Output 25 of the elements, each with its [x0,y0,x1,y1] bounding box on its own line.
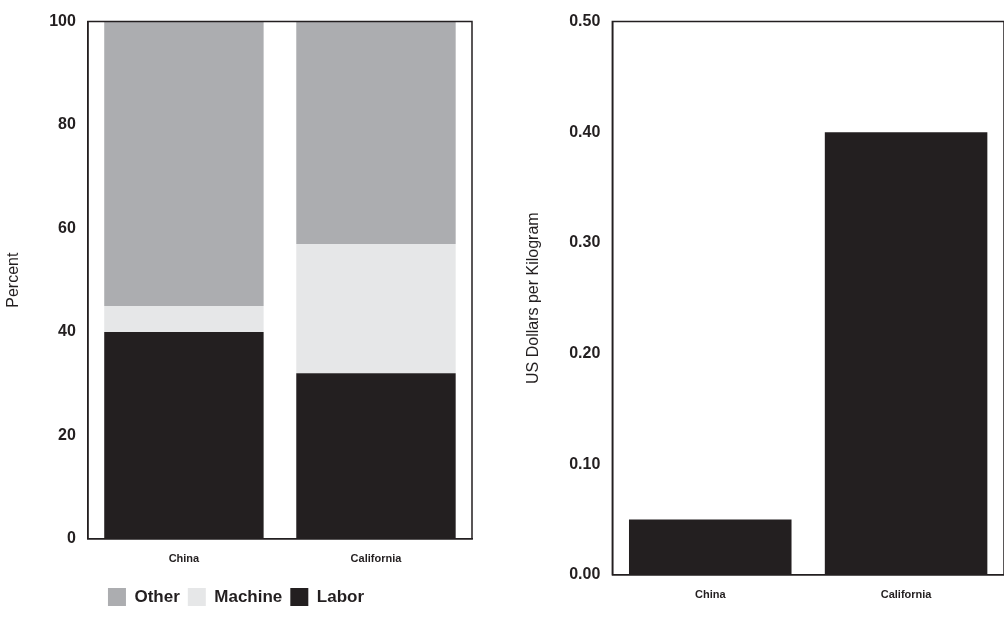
y-tick-label: 40 [58,322,76,340]
y-tick-label: 100 [49,12,76,30]
y-axis-title: Percent [4,252,22,308]
legend-label: Machine [214,586,283,606]
x-tick-label: California [880,588,933,601]
y-tick-label: 0.10 [569,454,601,472]
x-tick-label: China [168,552,201,565]
y-tick-label: 0.30 [569,233,601,251]
bar [296,244,456,374]
y-tick-label: 0.20 [569,343,601,361]
x-tick-label: California [350,552,403,565]
y-tick-label: 20 [58,425,76,443]
bar [104,306,264,332]
x-tick-label: China [694,588,727,601]
y-tick-label: 80 [58,115,76,133]
y-tick-label: 0 [66,529,76,547]
y-tick-label: 0.00 [569,565,601,583]
y-tick-label: 0.50 [569,12,601,30]
y-tick-label: 60 [58,218,76,236]
legend-label: Labor [316,586,365,606]
legend-label: Other [134,586,181,606]
y-tick-label: 0.40 [569,122,601,140]
y-axis-title: US Dollars per Kilogram [524,212,542,384]
bar [104,21,264,307]
bar [296,21,456,244]
